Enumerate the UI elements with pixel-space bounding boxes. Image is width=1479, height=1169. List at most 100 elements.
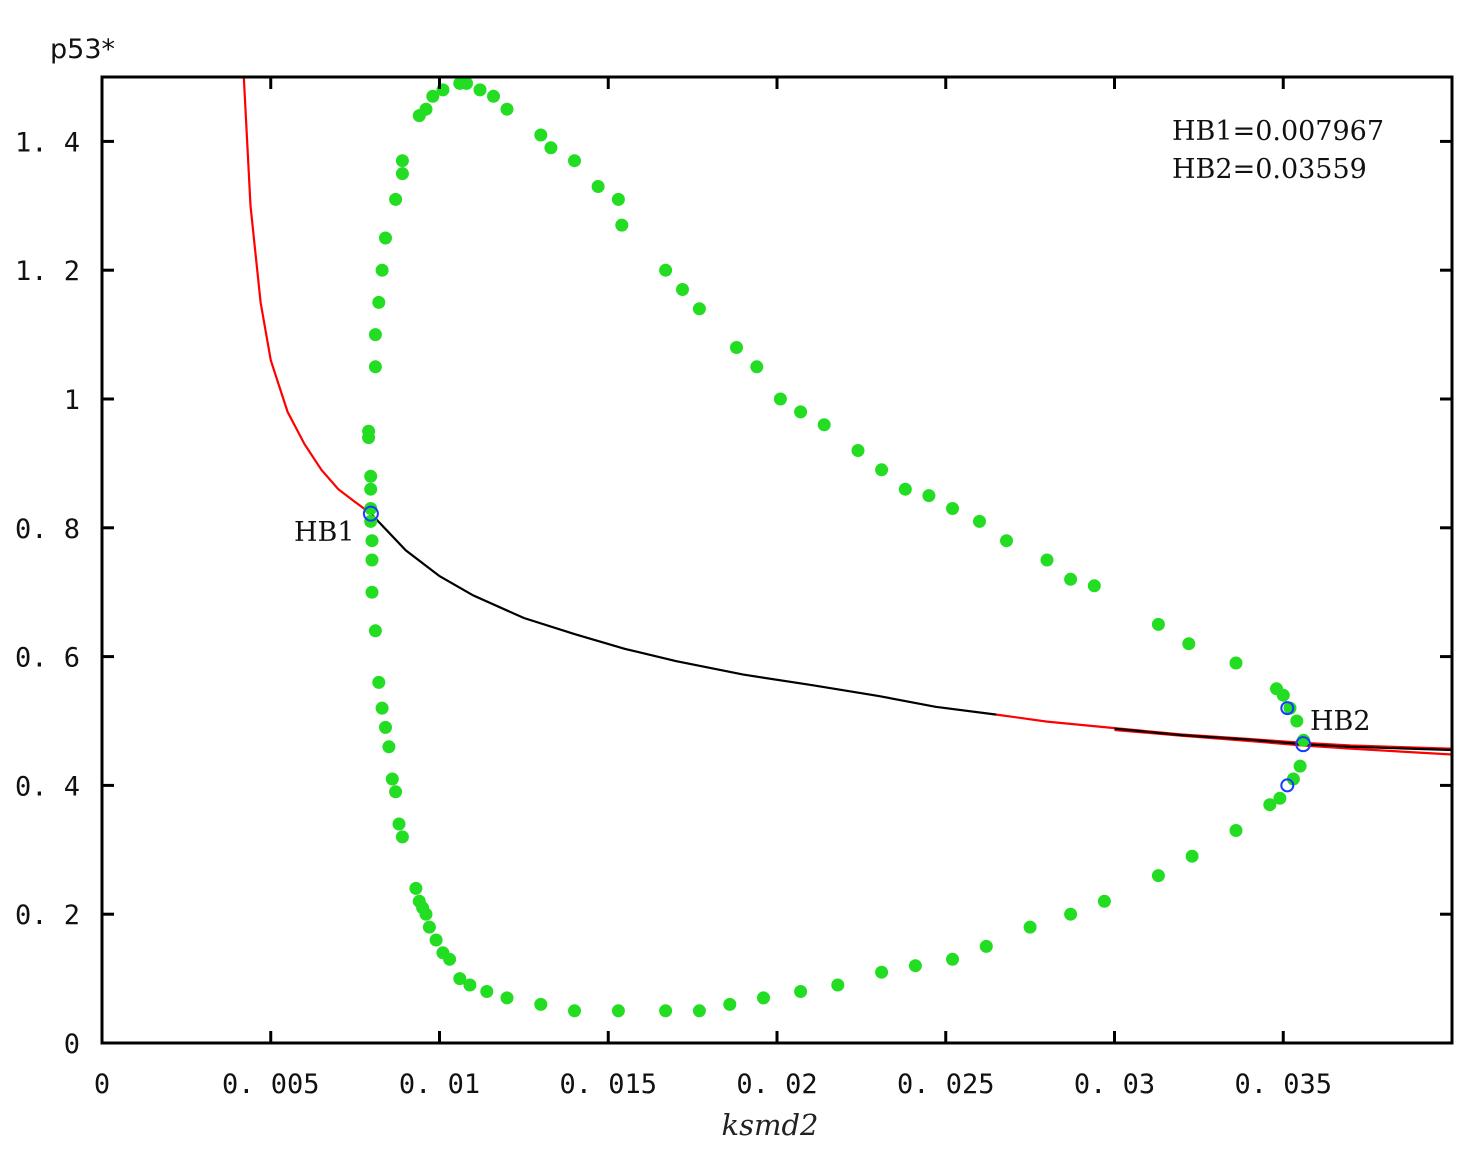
hb1-point-label: HB1 [294, 517, 355, 548]
x-tick-label: 0. 01 [399, 1069, 480, 1100]
periodic-orbit-point [500, 991, 514, 1005]
periodic-orbit-point [480, 985, 494, 998]
periodic-orbit-point [1229, 824, 1243, 837]
periodic-orbit-point [1000, 534, 1013, 548]
x-tick-label: 0. 03 [1074, 1069, 1155, 1100]
y-tick-label: 0. 8 [15, 514, 80, 545]
y-tick-label: 0. 4 [15, 771, 80, 802]
periodic-orbit-point [365, 585, 379, 599]
periodic-orbit-point [395, 167, 409, 181]
periodic-orbit-point [385, 772, 399, 786]
bifurcation-marker [1280, 701, 1295, 716]
periodic-orbit-point [1040, 553, 1054, 567]
periodic-orbit-point [364, 469, 378, 483]
periodic-orbit-point [1151, 617, 1165, 631]
periodic-orbit-point [372, 295, 386, 309]
periodic-orbit-point [368, 360, 382, 374]
periodic-orbit-point [463, 978, 477, 992]
periodic-orbit-point [473, 83, 487, 97]
periodic-orbit-point [831, 978, 845, 992]
y-tick-label: 0. 2 [15, 900, 80, 931]
series-line-4 [1114, 727, 1452, 752]
periodic-orbit-point [723, 997, 737, 1011]
periodic-orbit-point [1064, 572, 1078, 586]
periodic-orbit-point [1273, 791, 1287, 805]
periodic-orbit-point [460, 77, 473, 90]
x-tick-label: 0. 005 [222, 1069, 320, 1100]
periodic-orbit-point [382, 740, 396, 754]
x-tick-label: 0. 02 [736, 1069, 817, 1100]
annotation-hb2-value: HB2=0.03559 [1172, 154, 1367, 185]
periodic-orbit-point [364, 482, 378, 496]
periodic-orbit-point [1293, 759, 1307, 773]
periodic-orbit-point [362, 424, 376, 438]
axis-ticks: 0 0. 005 0. 01 0. 015 0. 02 0. 025 0. 03 0. 035… [15, 77, 1452, 1100]
periodic-orbit-point [379, 720, 392, 734]
periodic-orbit-point [389, 785, 403, 799]
periodic-orbit-point [973, 514, 986, 528]
periodic-orbit-point [692, 1004, 706, 1018]
periodic-orbit-point [946, 952, 959, 966]
periodic-orbit-point [615, 218, 629, 232]
hopf-bifurcation-marker [1295, 736, 1312, 753]
periodic-orbit-point [568, 1004, 581, 1018]
periodic-orbit-point [1087, 579, 1101, 593]
y-tick-label: 1 [64, 385, 80, 416]
x-axis-label: ksmd2 [722, 1108, 819, 1142]
periodic-orbit-point [364, 502, 378, 515]
hopf-bifurcation-marker [362, 505, 379, 522]
periodic-orbit-point [544, 141, 558, 155]
periodic-orbit-point [375, 701, 389, 715]
periodic-orbit-point [979, 939, 993, 953]
periodic-orbit-point [1023, 920, 1037, 934]
periodic-orbit-point [1286, 772, 1300, 786]
periodic-orbit-point [412, 894, 426, 908]
periodic-orbit-point [1182, 637, 1196, 651]
periodic-orbit-point [426, 89, 440, 103]
annotation-hb1-value: HB1=0.007967 [1172, 116, 1384, 147]
y-tick-label: 0 [64, 1029, 80, 1060]
series-line-2 [996, 713, 1452, 750]
periodic-orbit-point [395, 830, 409, 844]
periodic-orbit-point [611, 192, 625, 206]
periodic-orbit-point [875, 965, 889, 979]
series-line-0 [242, 77, 372, 515]
periodic-orbit-point [1151, 869, 1165, 883]
periodic-orbit-point [676, 283, 689, 296]
periodic-orbit-point [375, 263, 389, 277]
x-tick-label: 0. 025 [897, 1069, 995, 1100]
plot-content [242, 77, 1452, 1018]
x-tick-label: 0. 035 [1234, 1069, 1332, 1100]
periodic-orbit-point [1263, 798, 1277, 812]
plot-frame [100, 75, 1454, 1045]
periodic-orbit-point [1097, 894, 1111, 908]
x-tick-label: 0. 015 [559, 1069, 657, 1100]
periodic-orbit-point [750, 360, 764, 374]
x-tick-label: 0 [94, 1069, 110, 1100]
periodic-orbit-point [453, 972, 467, 986]
periodic-orbit-point [757, 991, 770, 1005]
bifurcation-marker [1280, 778, 1295, 793]
periodic-orbit-point [1185, 849, 1199, 863]
periodic-orbit-point [409, 881, 423, 895]
periodic-orbit-point [730, 341, 743, 354]
periodic-orbit-point [794, 405, 808, 419]
periodic-orbit-point [773, 392, 787, 406]
periodic-orbit-point [365, 534, 379, 548]
periodic-orbit-point [908, 959, 922, 973]
periodic-orbit-point [1290, 714, 1304, 728]
periodic-orbit-point [368, 624, 382, 638]
periodic-orbit-point [368, 328, 382, 342]
periodic-orbit-point [487, 89, 500, 103]
periodic-orbit-point [659, 263, 673, 277]
periodic-orbit-point [429, 933, 443, 947]
hb2-point-label: HB2 [1310, 706, 1371, 737]
periodic-orbit-point [1229, 656, 1243, 670]
periodic-orbit-point [365, 553, 379, 567]
periodic-orbit-point [419, 102, 433, 116]
periodic-orbit-point [1276, 688, 1290, 702]
periodic-orbit-point [436, 946, 450, 960]
periodic-orbit-point [817, 418, 831, 432]
periodic-orbit-point [379, 231, 392, 245]
